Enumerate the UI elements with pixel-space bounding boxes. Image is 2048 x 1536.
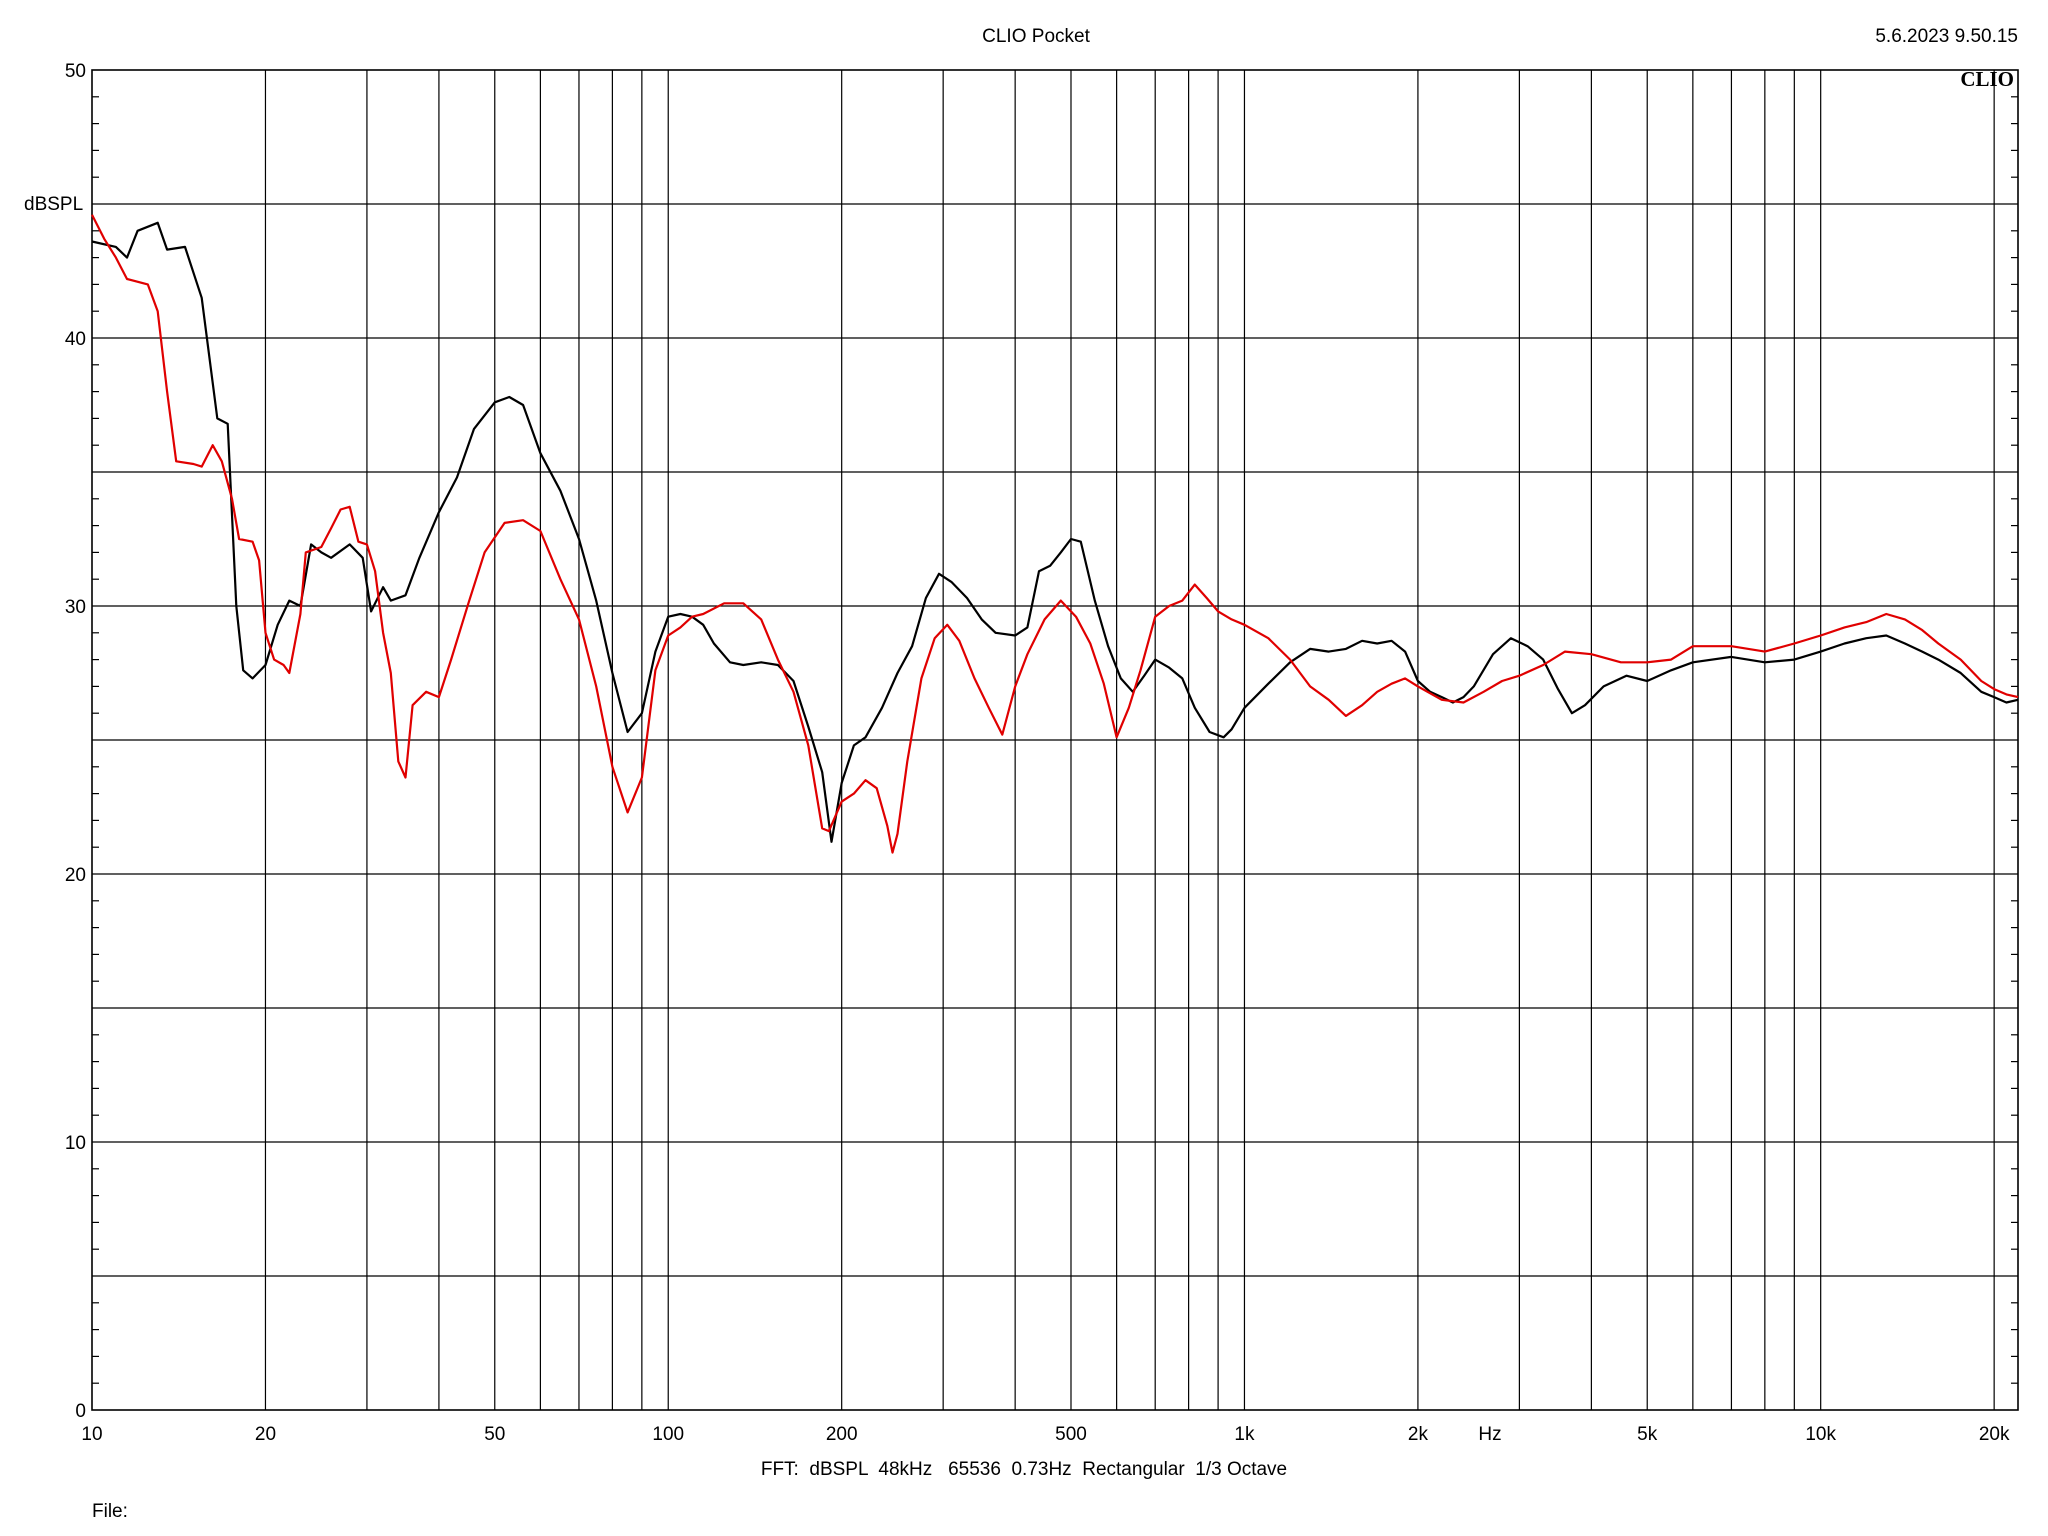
plot-frame: [91, 69, 2019, 1411]
x-tick-label: 10: [81, 1424, 102, 1445]
x-tick-label: 500: [1055, 1424, 1087, 1445]
y-tick-label: 50: [65, 61, 86, 82]
axis-ticks: [92, 96, 2018, 1384]
timestamp: 5.6.2023 9.50.15: [1875, 26, 2018, 47]
chart-title: CLIO Pocket: [982, 26, 1090, 47]
x-tick-label: 2k: [1408, 1424, 1429, 1445]
x-tick-label: 10k: [1805, 1424, 1836, 1445]
x-tick-label: 20: [255, 1424, 276, 1445]
series-line-1: [91, 221, 2019, 843]
series-layer: [91, 214, 2019, 854]
x-tick-label: 200: [826, 1424, 858, 1445]
x-tick-label: 100: [652, 1424, 684, 1445]
y-tick-label: 0: [75, 1401, 86, 1422]
x-tick-label: 50: [484, 1424, 505, 1445]
x-tick-label: 20k: [1979, 1424, 2010, 1445]
clio-logo: CLIO: [1960, 67, 2014, 91]
x-tick-label: 5k: [1637, 1424, 1658, 1445]
y-tick-label: 40: [65, 329, 86, 350]
file-label: File:: [92, 1501, 128, 1522]
x-axis-label: Hz: [1478, 1424, 1501, 1445]
x-tick-label: 1k: [1234, 1424, 1255, 1445]
fft-settings: FFT: dBSPL 48kHz 65536 0.73Hz Rectangula…: [761, 1459, 1287, 1480]
y-axis-label: dBSPL: [24, 194, 83, 215]
series-line-2: [91, 214, 2019, 854]
grid: [92, 70, 2018, 1410]
y-tick-label: 30: [65, 597, 86, 618]
y-tick-label: 10: [65, 1133, 86, 1154]
y-tick-label: 20: [65, 865, 86, 886]
